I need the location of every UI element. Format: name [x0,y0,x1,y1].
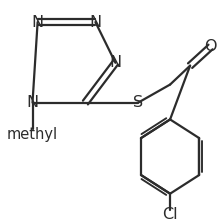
Text: N: N [32,15,44,30]
Text: Cl: Cl [162,207,178,222]
Text: N: N [27,95,39,110]
Text: S: S [133,95,143,110]
Text: N: N [89,15,101,30]
Text: O: O [204,39,217,54]
Text: N: N [109,55,122,70]
Text: methyl: methyl [7,127,58,142]
